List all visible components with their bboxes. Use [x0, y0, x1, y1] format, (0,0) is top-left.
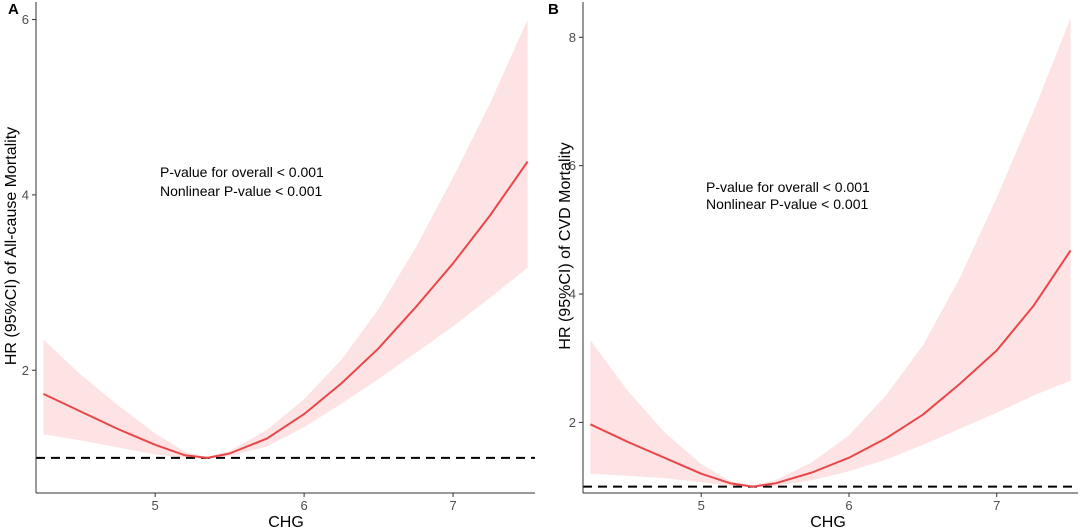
annotation-nonlinear-b: Nonlinear P-value < 0.001: [706, 196, 868, 212]
y-axis-title-a: HR (95%CI) of All-cause Mortality: [3, 127, 20, 365]
y-ticks-a: 2 4 6: [22, 12, 36, 378]
x-tick-label: 7: [449, 498, 456, 513]
y-tick-label: 4: [569, 287, 576, 302]
panel-b: B 5 6 7 2 4 6 8 CHG HR (95%CI) of CVD Mortali…: [548, 1, 1078, 531]
y-tick-label: 2: [22, 363, 29, 378]
x-ticks-a: 5 6 7: [152, 493, 457, 513]
confidence-band-b: [590, 18, 1071, 488]
x-tick-label: 5: [698, 498, 705, 513]
y-tick-label: 6: [569, 158, 576, 173]
y-tick-label: 4: [22, 187, 29, 202]
x-tick-label: 7: [993, 498, 1000, 513]
confidence-band-a: [43, 19, 528, 459]
annotation-overall-b: P-value for overall < 0.001: [706, 179, 870, 195]
hr-line-a: [42, 161, 529, 459]
y-ticks-b: 2 4 6 8: [569, 30, 583, 430]
axis-lines-b: [582, 2, 1078, 494]
y-tick-label: 2: [569, 415, 576, 430]
panel-letter-a: A: [8, 1, 19, 18]
y-tick-label: 8: [569, 30, 576, 45]
x-tick-label: 6: [845, 498, 852, 513]
hr-line-b: [589, 249, 1072, 488]
x-tick-label: 5: [152, 498, 159, 513]
x-axis-title-a: CHG: [268, 514, 304, 531]
panel-a: A 5 6 7 2 4 6 CHG HR (95%CI) of All-cause Mo…: [3, 1, 535, 531]
panel-letter-b: B: [548, 1, 559, 18]
x-axis-title-b: CHG: [810, 514, 846, 531]
annotation-nonlinear-a: Nonlinear P-value < 0.001: [160, 183, 322, 199]
y-axis-title-b: HR (95%CI) of CVD Mortality: [557, 142, 574, 349]
x-tick-label: 6: [301, 498, 308, 513]
y-tick-label: 6: [22, 12, 29, 27]
x-ticks-b: 5 6 7: [698, 493, 1000, 513]
axis-lines-a: [35, 2, 535, 494]
annotation-overall-a: P-value for overall < 0.001: [160, 164, 324, 180]
